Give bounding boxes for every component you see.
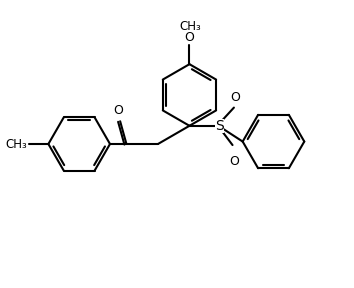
Text: CH₃: CH₃ (5, 137, 27, 151)
Text: O: O (229, 155, 239, 168)
Text: O: O (113, 104, 123, 117)
Text: O: O (231, 91, 241, 104)
Text: S: S (215, 119, 224, 133)
Text: O: O (184, 31, 194, 44)
Text: CH₃: CH₃ (179, 20, 201, 33)
